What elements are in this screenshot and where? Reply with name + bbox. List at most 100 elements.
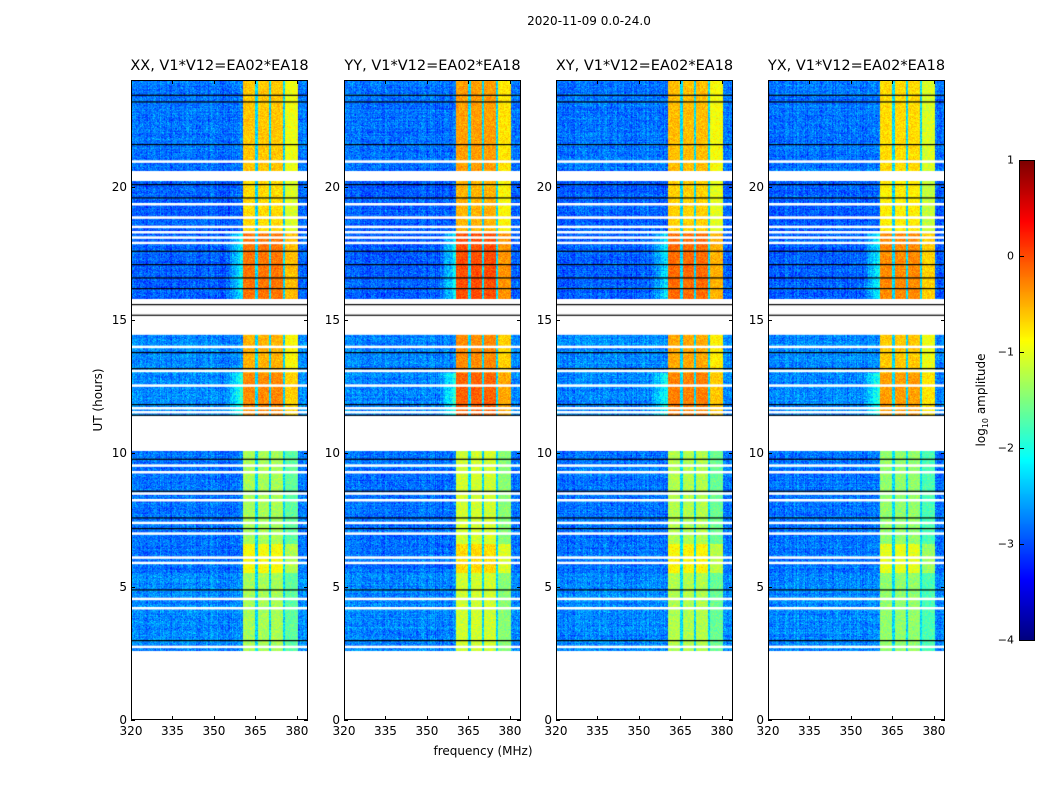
colorbar-tick-label: −1 <box>997 345 1014 359</box>
y-tick-mark <box>941 586 945 588</box>
x-tick-mark <box>213 716 215 720</box>
panel-xx: XX, V1*V12=EA02*EA18 320 335 350 365 380 0 5 10 1… <box>112 58 309 738</box>
y-tick-label: 5 <box>119 579 127 594</box>
y-tick-mark <box>304 320 308 321</box>
x-tick-mark <box>426 716 428 720</box>
y-tick-mark <box>941 453 945 455</box>
y-tick-mark <box>344 720 348 721</box>
x-tick-mark <box>296 716 298 720</box>
colorbar-label: log10 amplitude <box>973 353 991 447</box>
x-tick-mark <box>768 716 769 720</box>
y-tick-mark <box>304 186 308 188</box>
y-tick-mark <box>517 320 521 321</box>
x-tick-mark <box>344 80 345 84</box>
colorbar-tick-mark <box>1020 160 1024 161</box>
y-tick-label: 20 <box>111 179 127 194</box>
x-tick-mark <box>468 80 470 84</box>
colorbar-tick-mark <box>1020 448 1024 449</box>
x-tick-mark <box>509 80 511 84</box>
figure-title: 2020-11-09 0.0-24.0 <box>527 14 651 28</box>
x-tick-label: 365 <box>457 724 480 738</box>
y-tick-mark <box>556 720 560 721</box>
x-tick-mark <box>638 80 640 84</box>
y-tick-label: 10 <box>536 446 552 461</box>
x-tick-mark <box>721 80 723 84</box>
y-tick-label: 5 <box>544 579 552 594</box>
x-tick-mark <box>255 716 257 720</box>
x-axis-label: frequency (MHz) <box>433 744 533 758</box>
x-tick-mark <box>385 80 387 84</box>
y-tick-mark <box>768 186 772 188</box>
x-tick-label: 320 <box>756 724 780 738</box>
spectrogram-heatmap <box>344 80 521 720</box>
x-tick-mark <box>892 716 894 720</box>
y-tick-mark <box>768 320 772 321</box>
x-tick-label: 350 <box>627 724 651 738</box>
y-tick-mark <box>941 320 945 321</box>
x-tick-mark <box>809 716 811 720</box>
x-tick-mark <box>385 716 387 720</box>
y-tick-mark <box>941 720 945 721</box>
x-tick-mark <box>213 80 215 84</box>
y-tick-label: 5 <box>332 579 340 594</box>
y-tick-label: 10 <box>748 446 764 461</box>
colorbar-tick-mark <box>1020 256 1024 257</box>
y-tick-mark <box>768 586 772 588</box>
x-tick-mark <box>344 716 345 720</box>
y-tick-mark <box>941 186 945 188</box>
y-tick-mark <box>517 453 521 455</box>
x-tick-mark <box>680 716 682 720</box>
x-tick-mark <box>597 716 599 720</box>
y-tick-mark <box>729 186 733 188</box>
panel-xy: XY, V1*V12=EA02*EA18 320 335 350 365 380 0 5 10 1… <box>537 58 734 738</box>
colorbar-tick-label: −3 <box>997 537 1014 551</box>
x-tick-mark <box>468 716 470 720</box>
x-tick-mark <box>131 80 132 84</box>
panel-title: YX, V1*V12=EA02*EA18 <box>767 58 946 74</box>
y-tick-mark <box>344 453 348 455</box>
y-tick-mark <box>304 586 308 588</box>
y-tick-label: 0 <box>756 713 764 727</box>
y-tick-mark <box>344 586 348 588</box>
y-tick-label: 5 <box>756 579 764 594</box>
x-tick-label: 365 <box>669 724 692 738</box>
y-tick-mark <box>729 453 733 455</box>
x-tick-label: 320 <box>544 724 568 738</box>
x-tick-mark <box>597 80 599 84</box>
x-tick-label: 380 <box>285 724 309 738</box>
y-tick-label: 10 <box>111 446 127 461</box>
x-tick-label: 335 <box>161 724 184 738</box>
y-tick-label: 10 <box>324 446 340 461</box>
x-tick-mark <box>131 716 132 720</box>
x-tick-mark <box>426 80 428 84</box>
x-tick-mark <box>255 80 257 84</box>
x-tick-mark <box>933 80 935 84</box>
colorbar-tick-label: 1 <box>1007 153 1014 167</box>
x-tick-mark <box>509 716 511 720</box>
y-tick-mark <box>768 720 772 721</box>
y-tick-mark <box>344 320 348 321</box>
x-tick-mark <box>556 80 557 84</box>
y-tick-label: 15 <box>111 313 127 327</box>
colorbar-tick-mark <box>1020 544 1024 545</box>
y-tick-label: 15 <box>536 313 552 327</box>
colorbar <box>1019 160 1035 641</box>
spectrogram-heatmap <box>556 80 733 720</box>
panel-yy: YY, V1*V12=EA02*EA18 320 335 350 365 380 0 5 10 1… <box>325 58 522 738</box>
colorbar-tick-label: −2 <box>997 441 1014 455</box>
y-tick-mark <box>131 720 135 721</box>
x-tick-label: 335 <box>586 724 609 738</box>
x-tick-label: 350 <box>839 724 863 738</box>
x-tick-mark <box>680 80 682 84</box>
x-tick-mark <box>933 716 935 720</box>
x-tick-label: 335 <box>374 724 397 738</box>
y-tick-label: 20 <box>748 179 764 194</box>
spectrogram-heatmap <box>131 80 308 720</box>
x-tick-mark <box>850 80 852 84</box>
y-tick-mark <box>556 586 560 588</box>
y-tick-label: 15 <box>324 313 340 327</box>
y-tick-mark <box>768 453 772 455</box>
y-tick-mark <box>729 320 733 321</box>
y-tick-label: 20 <box>324 179 340 194</box>
